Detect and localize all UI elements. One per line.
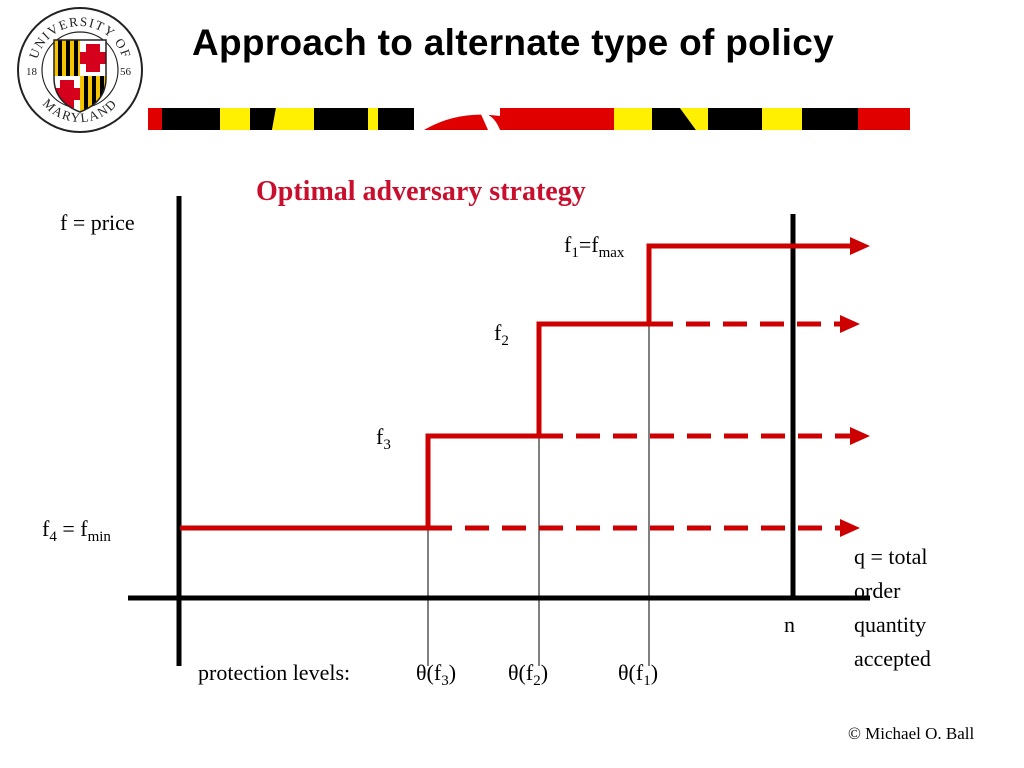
logo-year-left: 18 (26, 66, 38, 78)
diagram-title: Optimal adversary strategy (256, 176, 586, 207)
arrow-head-f1 (850, 237, 870, 255)
copyright-notice: © Michael O. Ball (848, 724, 975, 743)
protection-level-f2: θ(f2) (508, 660, 549, 689)
logo-year-right: 56 (120, 66, 132, 78)
protection-level-f3: θ(f3) (416, 660, 457, 689)
level-label-f2: f2 (494, 320, 509, 349)
x-axis-label: q = total order quantity accepted (854, 544, 931, 671)
level-label-f4: f4 = fmin (42, 516, 111, 545)
price-staircase (180, 243, 852, 531)
page-title: Approach to alternate type of policy (192, 22, 834, 63)
protection-level-f1: θ(f1) (618, 660, 659, 689)
protection-levels-label: protection levels: (198, 660, 351, 685)
n-label: n (784, 612, 795, 637)
university-seal-logo: UNIVERSITY OF MARYLAND 18 56 (17, 7, 143, 133)
level-label-f1: f1=fmax (564, 232, 625, 261)
arrow-head-f4 (840, 519, 860, 537)
arrow-head-f3 (850, 427, 870, 445)
level-label-f3: f3 (376, 424, 391, 453)
y-axis-label: f = price (60, 210, 135, 235)
arrow-head-f2 (840, 315, 860, 333)
header-flag-stripe (148, 108, 910, 130)
